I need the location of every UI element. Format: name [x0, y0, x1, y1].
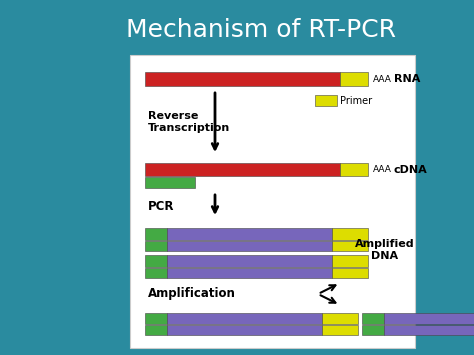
Bar	[145, 255, 167, 267]
Text: AAA: AAA	[373, 75, 392, 83]
Bar	[332, 241, 368, 251]
Bar	[167, 268, 332, 278]
Bar	[362, 313, 384, 324]
Bar	[145, 268, 167, 278]
Text: PCR: PCR	[148, 201, 174, 213]
Bar	[145, 325, 167, 335]
Text: cDNA: cDNA	[394, 165, 428, 175]
Bar	[145, 313, 167, 324]
Bar	[332, 228, 368, 240]
Bar	[322, 313, 358, 324]
Bar	[315, 95, 337, 106]
Bar	[340, 72, 368, 86]
Bar	[130, 55, 415, 348]
Text: Amplified
DNA: Amplified DNA	[355, 239, 415, 261]
Text: RNA: RNA	[394, 74, 420, 84]
Text: AAA: AAA	[373, 165, 392, 175]
Text: Amplification: Amplification	[148, 288, 236, 300]
Bar	[167, 325, 322, 335]
Bar	[167, 255, 332, 267]
Text: Reverse
Transcription: Reverse Transcription	[148, 111, 230, 133]
Bar	[332, 255, 368, 267]
Text: Primer: Primer	[340, 96, 372, 106]
Bar	[362, 325, 384, 335]
Bar	[145, 163, 340, 176]
Bar	[384, 313, 474, 324]
Bar	[145, 228, 167, 240]
Bar	[167, 313, 322, 324]
Text: Mechanism of RT-PCR: Mechanism of RT-PCR	[126, 18, 396, 42]
Bar	[167, 228, 332, 240]
Bar	[145, 241, 167, 251]
Bar	[322, 325, 358, 335]
Bar	[340, 163, 368, 176]
Bar	[145, 72, 340, 86]
Bar	[167, 241, 332, 251]
Bar	[384, 325, 474, 335]
Bar	[332, 268, 368, 278]
Bar	[145, 177, 195, 188]
